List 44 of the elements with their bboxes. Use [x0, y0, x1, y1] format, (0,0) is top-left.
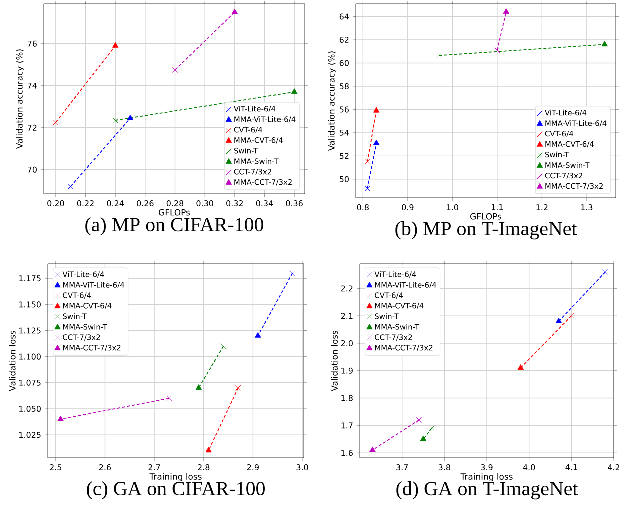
point: [53, 120, 59, 126]
point: [290, 270, 296, 276]
point: [373, 107, 380, 113]
point: [370, 446, 376, 452]
point: [429, 426, 435, 432]
text: (a) MP on CIFAR-100: [86, 218, 264, 236]
y-axis-title: Validation accuracy (%): [328, 52, 337, 151]
point: [420, 436, 427, 442]
point: [112, 42, 119, 48]
y-axis-title: Validation accuracy (%): [16, 50, 25, 149]
y-axis-title: Validation loss: [9, 330, 16, 392]
point: [602, 41, 608, 47]
y-axis-title: Validation loss: [331, 330, 338, 392]
x-axis-title: Training loss: [460, 473, 513, 482]
point: [373, 140, 380, 146]
point: [494, 48, 500, 54]
point: [236, 385, 242, 391]
point: [68, 184, 74, 190]
text: (b) MP on T-ImageNet: [396, 222, 578, 240]
point: [416, 417, 422, 423]
point: [112, 118, 118, 124]
point: [127, 114, 134, 120]
point: [254, 332, 262, 338]
text: (d) GA on T-ImageNet: [396, 482, 578, 500]
point: [172, 67, 178, 73]
point: [556, 318, 562, 324]
point: [58, 416, 64, 422]
point: [503, 8, 510, 14]
point: [220, 344, 226, 350]
point: [196, 384, 202, 390]
x-axis-title: GFLOPs: [470, 213, 502, 220]
point: [518, 364, 524, 370]
point: [364, 159, 370, 165]
point: [364, 186, 370, 192]
point: [166, 396, 172, 402]
point: [206, 447, 212, 453]
x-axis-title: GFLOPs: [159, 209, 190, 216]
point: [436, 52, 442, 58]
point: [568, 313, 574, 319]
point: [232, 8, 238, 14]
x-axis-title: Training loss: [150, 473, 202, 482]
text: (c) GA on CIFAR-100: [87, 482, 265, 500]
point: [291, 88, 298, 94]
point: [602, 269, 608, 276]
